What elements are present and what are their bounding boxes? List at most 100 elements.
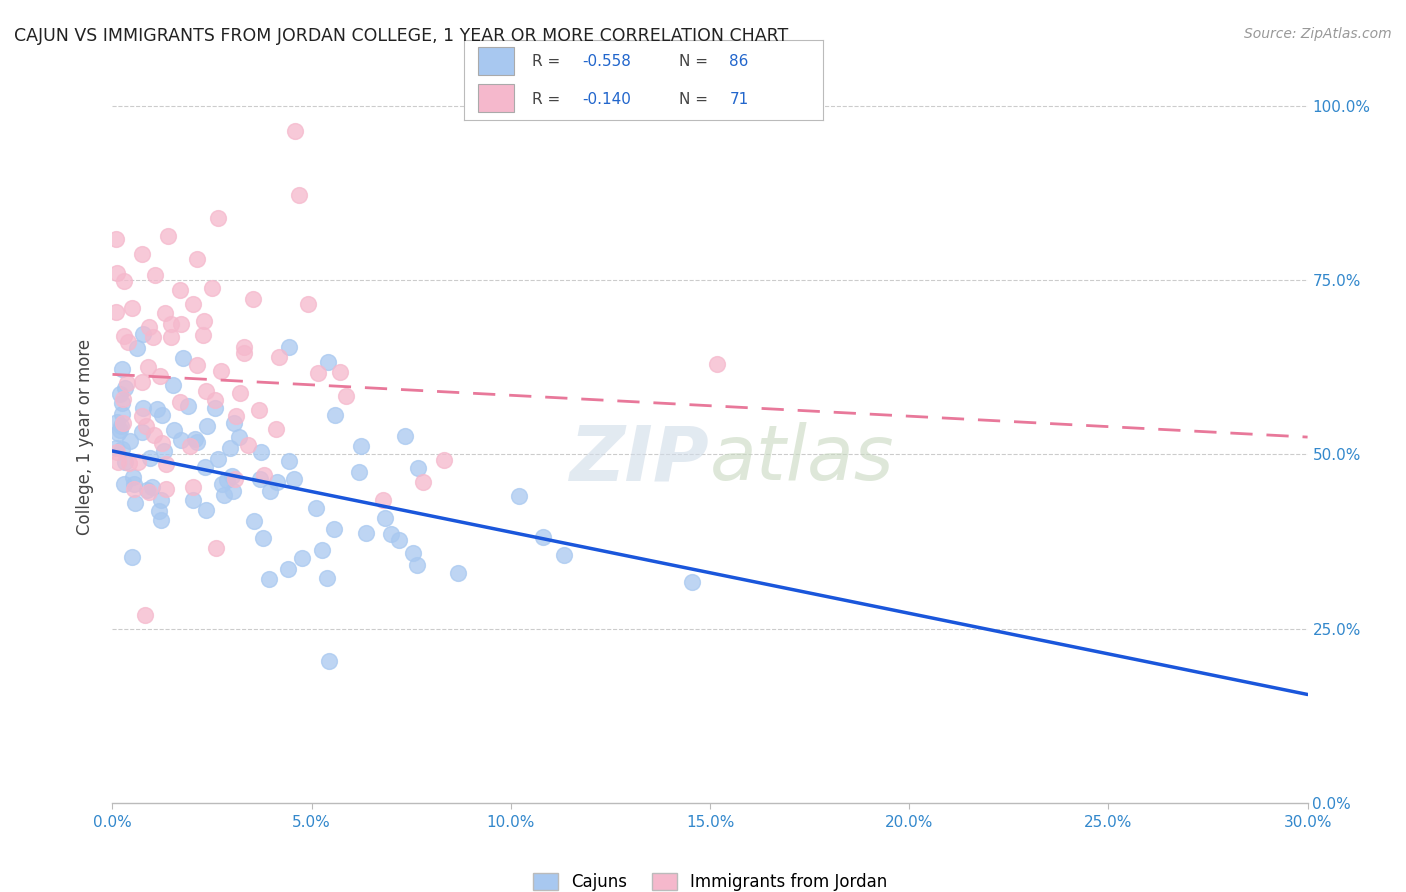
Point — [374, 511, 396, 525]
Point — [121, 550, 143, 565]
Point — [132, 327, 155, 342]
Point — [111, 396, 134, 410]
Point — [138, 485, 160, 500]
Point — [183, 433, 205, 447]
Point — [131, 409, 153, 424]
Point — [259, 572, 281, 586]
Point — [121, 301, 143, 315]
Point — [347, 465, 370, 479]
Point — [163, 423, 186, 437]
Point — [112, 274, 135, 288]
Point — [186, 359, 208, 373]
Text: atlas: atlas — [710, 422, 894, 496]
Point — [329, 365, 352, 379]
Point — [266, 475, 288, 490]
Point — [110, 423, 132, 437]
Point — [207, 451, 229, 466]
Point — [238, 438, 260, 452]
Point — [706, 358, 728, 372]
Point — [107, 425, 129, 440]
Y-axis label: College, 1 year or more: College, 1 year or more — [76, 339, 94, 535]
Point — [316, 355, 339, 369]
Point — [131, 425, 153, 439]
Point — [138, 320, 160, 334]
Point — [136, 359, 159, 374]
Point — [142, 330, 165, 344]
Point — [105, 266, 128, 280]
Point — [111, 407, 134, 421]
Point — [111, 416, 134, 430]
Point — [143, 268, 166, 283]
Point — [124, 482, 146, 496]
Text: ZIP: ZIP — [571, 422, 710, 496]
Legend: Cajuns, Immigrants from Jordan: Cajuns, Immigrants from Jordan — [526, 866, 894, 892]
Point — [406, 558, 429, 572]
Text: 71: 71 — [730, 92, 748, 107]
Point — [131, 375, 153, 389]
Text: -0.558: -0.558 — [582, 54, 631, 69]
Point — [169, 283, 191, 297]
Point — [155, 482, 177, 496]
Point — [242, 292, 264, 306]
Point — [394, 429, 416, 443]
Text: N =: N = — [679, 54, 713, 69]
Point — [204, 401, 226, 415]
Point — [354, 526, 377, 541]
Point — [125, 341, 148, 355]
Point — [406, 460, 429, 475]
Point — [412, 475, 434, 489]
Point — [149, 513, 172, 527]
Point — [224, 472, 246, 486]
Point — [121, 470, 143, 484]
Point — [108, 386, 131, 401]
Point — [194, 384, 217, 399]
Point — [105, 305, 128, 319]
Point — [322, 522, 344, 536]
Point — [288, 187, 311, 202]
Point — [107, 455, 129, 469]
Point — [259, 483, 281, 498]
Point — [159, 318, 181, 332]
Point — [204, 392, 226, 407]
Point — [447, 566, 470, 580]
Point — [172, 351, 194, 365]
Point — [247, 403, 270, 417]
Point — [211, 477, 233, 491]
Point — [183, 480, 205, 494]
Point — [283, 472, 305, 486]
Point — [114, 381, 136, 395]
Point — [112, 329, 135, 343]
Point — [249, 471, 271, 485]
Point — [243, 514, 266, 528]
Point — [531, 530, 554, 544]
Point — [433, 453, 456, 467]
Point — [371, 493, 394, 508]
Point — [131, 247, 153, 261]
Point — [201, 281, 224, 295]
Point — [135, 418, 157, 433]
Point — [278, 454, 301, 468]
Point — [142, 427, 165, 442]
Point — [297, 296, 319, 310]
Point — [181, 297, 204, 311]
Point — [181, 493, 204, 508]
Point — [110, 418, 132, 433]
Point — [105, 415, 128, 429]
Point — [186, 434, 208, 449]
Point — [222, 483, 245, 498]
Point — [149, 368, 172, 383]
Point — [253, 467, 276, 482]
Point — [232, 340, 254, 354]
Point — [150, 409, 173, 423]
Point — [267, 350, 290, 364]
Point — [209, 363, 232, 377]
Point — [681, 574, 703, 589]
Point — [508, 489, 530, 503]
Point — [139, 451, 162, 466]
Text: -0.140: -0.140 — [582, 92, 631, 107]
Point — [221, 468, 243, 483]
Point — [323, 408, 346, 422]
FancyBboxPatch shape — [478, 85, 515, 112]
Point — [278, 340, 301, 354]
FancyBboxPatch shape — [478, 47, 515, 76]
